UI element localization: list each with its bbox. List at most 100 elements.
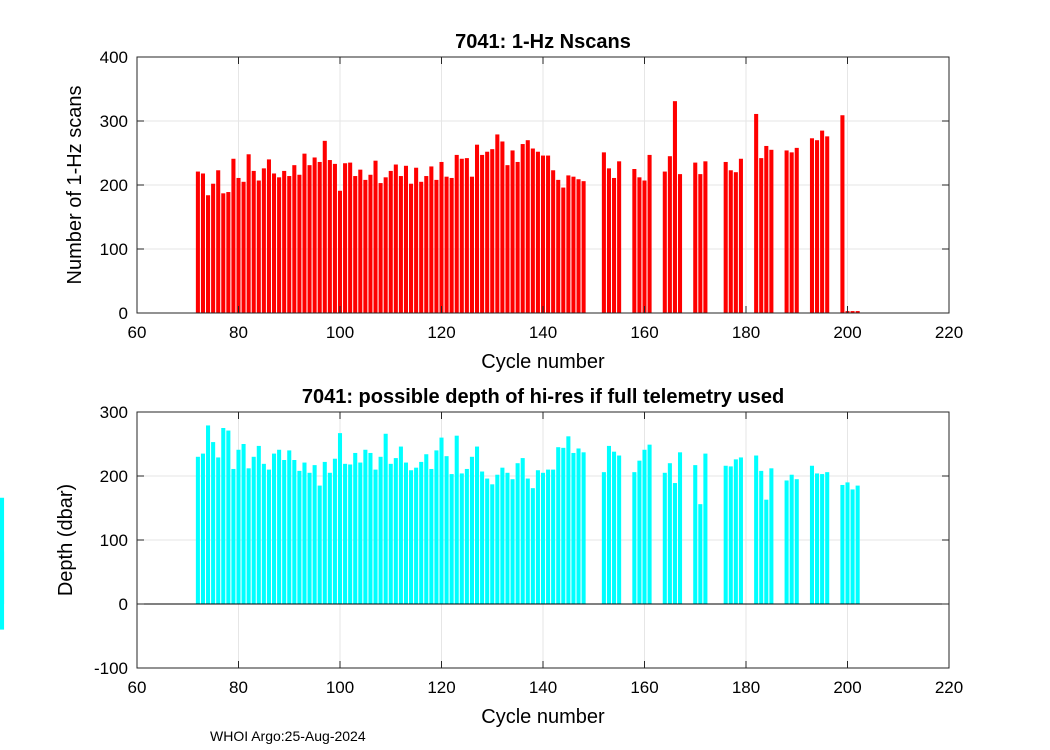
depth-bar [368,452,373,604]
nscans-bar [667,156,672,313]
nscans-bar [277,177,282,313]
nscans-bar [358,169,363,313]
nscans-bar [617,161,622,313]
nscans-bar [495,134,500,313]
nscans-bar [632,169,637,313]
nscans-bar [703,161,708,313]
nscans-bar [226,192,231,313]
nscans-bar [195,171,200,313]
nscans-x-tick-label: 100 [326,323,354,342]
nscans-bar [363,179,368,313]
depth-bar [723,465,728,604]
nscans-bar [337,190,343,313]
depth-bar [840,484,845,604]
depth-bar [520,458,525,604]
depth-bar [510,479,515,604]
depth-bar [576,448,581,604]
nscans-bar [566,175,571,313]
depth-bar [373,469,378,604]
nscans-bar [642,180,647,313]
nscans-bar [302,153,307,313]
nscans-bar [236,177,241,313]
depth-bar [667,463,672,604]
depth-bar [256,445,261,604]
depth-bar [525,478,530,604]
nscans-bar [571,176,576,313]
depth-bar [601,472,606,604]
depth-bar [485,478,490,604]
nscans-bar [510,150,515,313]
nscans-bar [206,195,211,313]
nscans-y-ticks: 0 100 200 300 400 [100,48,949,323]
nscans-bar [368,174,373,313]
nscans-bar [723,161,728,313]
depth-bar [388,463,393,604]
depth-bar [282,460,287,604]
nscans-bar [754,113,759,314]
depth-bar [434,450,439,604]
nscans-bar [348,162,353,313]
nscans-bar [480,154,485,313]
nscans-bar [576,179,581,313]
nscans-bar [444,176,449,313]
nscans-bar [459,158,464,313]
nscans-bar [662,171,667,313]
depth-x-tick-label: 180 [732,678,760,697]
nscans-bar [297,174,302,313]
nscans-bar [794,147,799,313]
depth-bar [271,453,277,604]
nscans-bar [414,167,419,313]
nscans-bar [256,180,261,313]
depth-bar [733,459,738,604]
nscans-bar [282,170,287,313]
depth-bar [662,472,667,604]
depth-bar [251,456,256,604]
depth-bar [307,472,312,604]
nscans-bar [612,177,617,313]
nscans-bar [241,181,246,313]
nscans-bar [373,160,378,313]
nscans-bar [764,145,769,313]
nscans-bar [540,155,546,313]
nscans-bar [815,140,820,313]
depth-bar [703,453,708,604]
depth-bar [444,456,449,604]
nscans-y-tick-label: 200 [100,176,128,195]
depth-bar [556,447,561,604]
nscans-title: 7041: 1-Hz Nscans [455,31,631,53]
depth-bar [353,452,358,604]
nscans-bar [419,181,424,313]
nscans-bar [454,154,459,313]
depth-bar [327,472,332,604]
nscans-bar [515,161,520,313]
nscans-x-tick-label: 140 [529,323,557,342]
depth-bar [480,471,485,604]
depth-x-tick-label: 220 [935,678,963,697]
nscans-bar [434,179,439,313]
nscans-bar [383,177,388,313]
nscans-bars [195,101,860,314]
nscans-bar [606,168,612,313]
nscans-y-tick-label: 400 [100,48,128,67]
nscans-bar [500,141,505,313]
depth-bar [398,446,403,604]
depth-bar [297,470,302,604]
depth-bar [403,462,409,604]
depth-bar [211,442,216,604]
depth-bar [0,497,5,604]
nscans-bar [221,193,226,313]
nscans-bar [677,174,683,313]
depth-bar [332,458,337,604]
depth-y-tick-label: 0 [119,595,128,614]
nscans-bar [353,176,358,313]
depth-x-axis-label: Cycle number [481,706,605,728]
depth-bar [216,457,221,604]
nscans-x-tick-label: 60 [128,323,147,342]
nscans-bar [855,311,860,313]
depth-bar [266,469,271,604]
nscans-x-tick-label: 80 [229,323,248,342]
depth-bar [794,479,799,604]
nscans-bar [505,165,510,313]
depth-bar [378,456,383,604]
